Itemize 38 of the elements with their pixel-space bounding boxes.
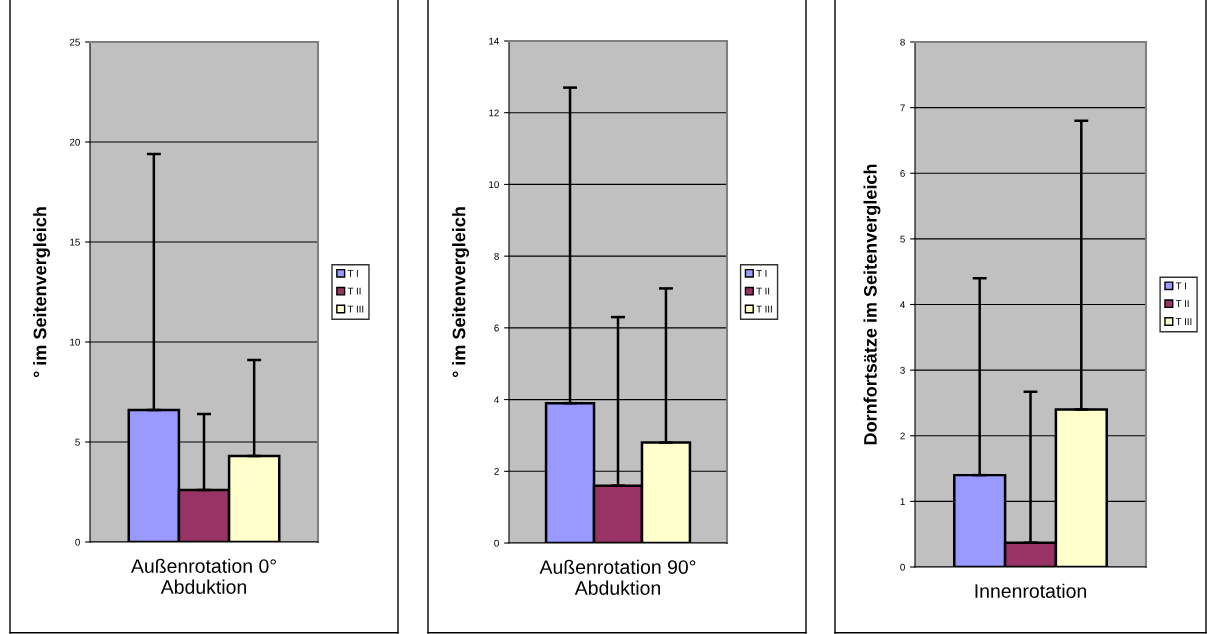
y-tick-label: 0 (75, 538, 80, 546)
y-tick-label: 12 (489, 109, 499, 117)
y-tick-label: 8 (494, 252, 499, 260)
y-tick-label: 6 (494, 324, 499, 332)
y-tick-label: 2 (494, 468, 499, 475)
y-tick-label: 25 (69, 38, 80, 46)
y-tick-label: 5 (75, 438, 80, 446)
y-tick-label: 0 (900, 563, 905, 571)
legend-label: T I (347, 269, 358, 277)
x-tick-label: Außenrotation 0° Abduktion (130, 558, 276, 594)
legend-label: T II (347, 287, 361, 295)
y-tick-label: 6 (900, 169, 905, 177)
legend-label: T I (1175, 282, 1186, 290)
y-tick-label: 10 (70, 338, 80, 346)
legend-label: T III (756, 305, 772, 313)
legend-label: T II (756, 287, 770, 295)
legend-label: T III (347, 305, 364, 313)
y-tick-label: 1 (900, 498, 905, 505)
y-tick-label: 15 (70, 238, 80, 246)
y-axis-title: ° im Seitenvergleich (452, 207, 470, 378)
y-tick-label: 20 (69, 138, 80, 146)
y-tick-label: 4 (494, 396, 499, 404)
y-tick-label: 2 (900, 432, 905, 440)
x-tick-label: Innenrotation (975, 583, 1086, 598)
y-tick-label: 7 (900, 104, 905, 112)
y-tick-label: 8 (900, 38, 905, 46)
x-tick-label: Außenrotation 90° Abduktion (539, 559, 696, 595)
y-tick-label: 0 (494, 539, 499, 547)
y-tick-label: 4 (900, 301, 905, 309)
legend-label: T I (756, 269, 767, 277)
legend-label: T II (1175, 300, 1189, 308)
y-axis-title: Dornfortsätze im Seitenvergleich (863, 164, 881, 445)
y-tick-label: 3 (900, 366, 905, 374)
y-tick-label: 5 (900, 235, 905, 243)
y-tick-label: 14 (489, 37, 499, 45)
legend-label: T III (1175, 318, 1192, 325)
y-tick-label: 10 (489, 181, 499, 189)
y-axis-title: ° im Seitenvergleich (33, 207, 51, 378)
